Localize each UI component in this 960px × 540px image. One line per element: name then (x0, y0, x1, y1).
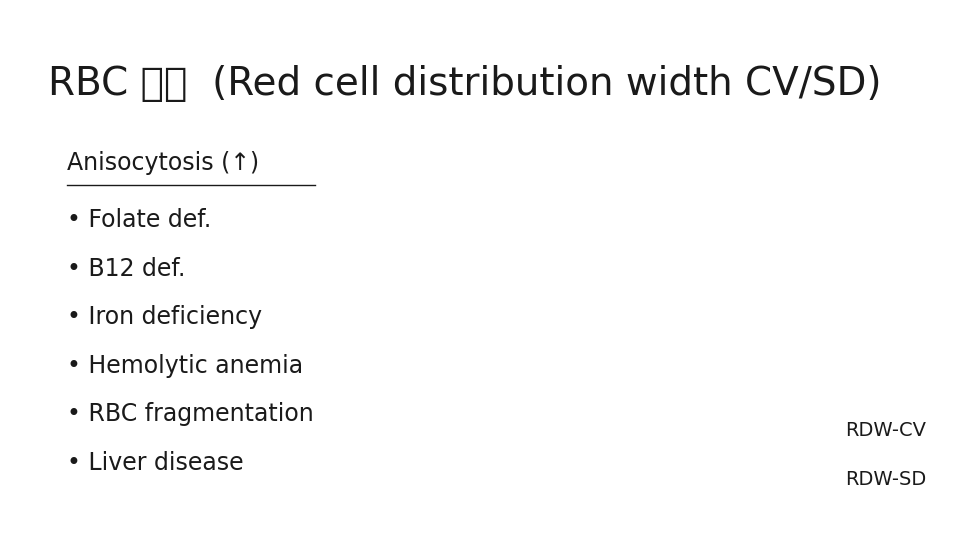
Text: RBC 계열  (Red cell distribution width CV/SD): RBC 계열 (Red cell distribution width CV/S… (48, 65, 881, 103)
Text: • Folate def.: • Folate def. (67, 208, 211, 232)
Text: • Iron deficiency: • Iron deficiency (67, 305, 262, 329)
Text: • B12 def.: • B12 def. (67, 256, 185, 280)
Text: Anisocytosis (↑): Anisocytosis (↑) (67, 151, 259, 175)
Text: • Hemolytic anemia: • Hemolytic anemia (67, 354, 303, 377)
Text: RDW-CV: RDW-CV (845, 421, 925, 440)
Text: RDW-SD: RDW-SD (845, 470, 926, 489)
Text: • Liver disease: • Liver disease (67, 451, 244, 475)
Text: • RBC fragmentation: • RBC fragmentation (67, 402, 314, 426)
